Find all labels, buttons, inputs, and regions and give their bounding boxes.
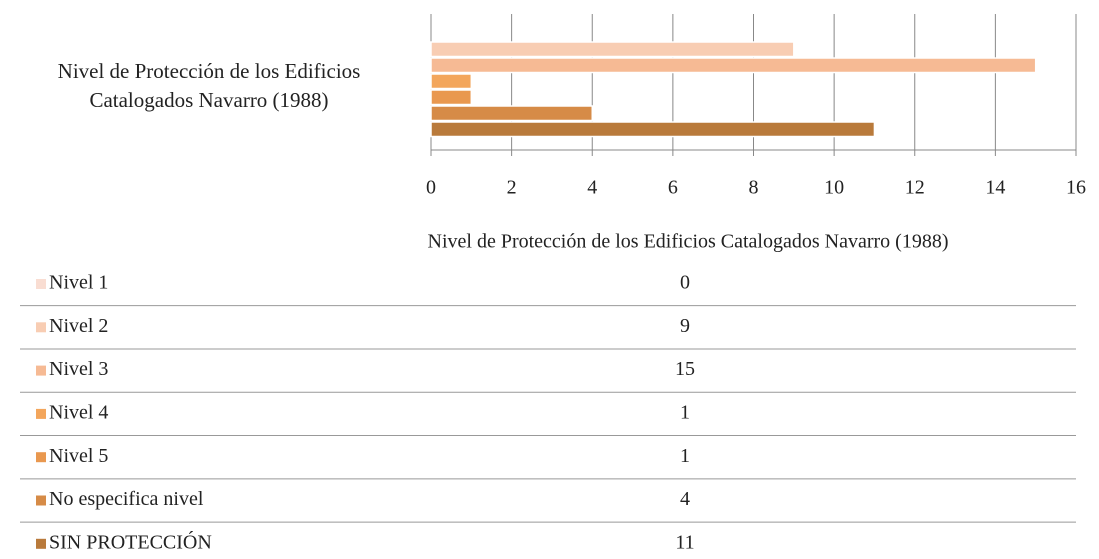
legend-key (36, 279, 46, 289)
category-label: Nivel de Protección de los Edificios Cat… (57, 59, 361, 112)
bar (430, 73, 473, 90)
x-tick-label: 10 (824, 177, 844, 199)
legend-key (36, 322, 46, 333)
x-tick-label: 16 (1066, 177, 1086, 199)
legend-label: Nivel 1 (49, 272, 108, 294)
legend-label: No especifica nivel (49, 488, 204, 510)
legend-key (36, 495, 46, 506)
table-value: 15 (675, 358, 695, 380)
x-tick-label: 2 (507, 177, 517, 199)
table-value: 9 (680, 315, 690, 337)
legend-key (36, 538, 46, 549)
bar (430, 89, 473, 106)
table-value: 11 (675, 531, 694, 553)
legend-key (36, 408, 46, 419)
table-value: 1 (680, 401, 690, 423)
bar (430, 57, 1037, 74)
table-value: 0 (680, 272, 690, 294)
x-tick-label: 4 (587, 177, 597, 199)
table-header: Nivel de Protección de los Edificios Cat… (428, 231, 949, 253)
legend-label: SIN PROTECCIÓN (49, 529, 212, 553)
x-tick-label: 0 (426, 177, 436, 199)
bar (430, 105, 593, 122)
x-tick-label: 12 (905, 177, 925, 199)
legend-key (36, 365, 46, 376)
table-value: 1 (680, 445, 690, 467)
x-tick-label: 6 (668, 177, 678, 199)
legend-label: Nivel 4 (49, 401, 108, 423)
legend-label: Nivel 5 (49, 445, 108, 467)
legend-label: Nivel 3 (49, 358, 108, 380)
x-tick-label: 14 (985, 177, 1005, 199)
x-tick-label: 8 (749, 177, 759, 199)
table-value: 4 (680, 488, 690, 510)
bar (430, 41, 795, 58)
legend-key (36, 452, 46, 463)
legend-label: Nivel 2 (49, 315, 108, 337)
bar (430, 121, 876, 138)
